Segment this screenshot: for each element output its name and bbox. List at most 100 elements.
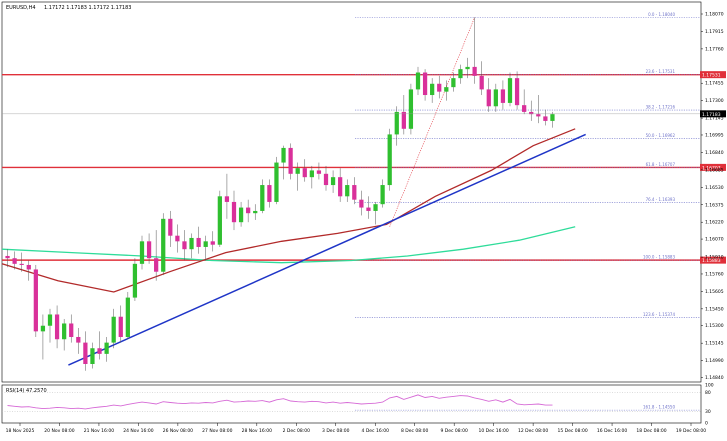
price-tick-label: 1.17455 [705, 81, 724, 87]
candle-body [401, 111, 406, 129]
uptrend-line [68, 133, 586, 366]
candle-body [507, 78, 513, 103]
time-tick-label: 16 Dec 16:00 [597, 428, 627, 434]
candle-body [203, 241, 208, 247]
candle-body [444, 87, 449, 92]
candle-body [182, 241, 187, 250]
current-price-tag [700, 110, 726, 118]
candle-body [33, 269, 38, 332]
rsi-tick-label: 30 [705, 409, 711, 415]
price-tick-label: 1.16685 [705, 167, 724, 173]
candle-body [12, 258, 17, 264]
candle-body [260, 185, 265, 211]
level-price-tag [700, 163, 726, 171]
candle-body [175, 235, 180, 242]
time-tick-label: 3 Dec 08:00 [322, 428, 350, 434]
candle-body [543, 116, 548, 121]
moving-averages [1, 128, 576, 293]
candle-body [40, 325, 46, 332]
fib-level-label: 23.6 - 1.17531 [646, 69, 676, 74]
fib-level-label: 0.0 - 1.18040 [648, 12, 675, 17]
candle-body [373, 204, 378, 211]
candle-body [104, 342, 109, 354]
fib-level-label: 161.8 - 1.14550 [643, 405, 675, 410]
time-tick-label: 8 Dec 08:00 [401, 428, 429, 434]
time-tick-label: 2 Dec 08:00 [283, 428, 311, 434]
time-tick-label: 4 Dec 16:00 [362, 428, 390, 434]
time-tick-label: 15 Dec 08:00 [557, 428, 587, 434]
time-tick-label: 18 Dec 08:00 [636, 428, 666, 434]
candles [5, 17, 555, 371]
rsi-label: RSI(14) 47.2570 [6, 388, 47, 394]
candle-body [97, 348, 102, 354]
price-tick-label: 1.15760 [705, 271, 724, 277]
rsi-tick-label: 0 [705, 421, 708, 427]
candle-body [26, 264, 31, 270]
price-tick-label: 1.14840 [705, 375, 724, 381]
time-tick-label: 12 Dec 08:00 [518, 428, 548, 434]
candle-body [359, 199, 364, 208]
candle-body [146, 241, 152, 259]
level-price-tag [700, 256, 726, 264]
level-price-label: 1.15883 [702, 258, 721, 264]
candle-body [479, 75, 484, 90]
ohlc-readout: 1.17172 1.17183 1.17172 1.17183 [44, 5, 131, 11]
candle-body [246, 207, 251, 214]
fib-level-label: 38.2 - 1.17216 [646, 105, 676, 110]
candle-body [500, 89, 506, 103]
candle-body [168, 218, 173, 236]
candle-body [139, 241, 145, 264]
time-tick-label: 26 Nov 08:00 [163, 428, 193, 434]
time-tick-label: 28 Nov 16:00 [242, 428, 272, 434]
candle-body [302, 168, 307, 178]
rsi-tick-label: 80 [705, 390, 711, 396]
candle-body [69, 323, 74, 337]
candle-body [47, 314, 53, 326]
candle-body [387, 134, 392, 186]
candle-body [536, 114, 541, 117]
candle-body [189, 237, 194, 250]
candle-body [62, 323, 67, 340]
time-tick-label: 27 Nov 08:00 [202, 428, 232, 434]
candle-body [465, 66, 470, 70]
main-panel-frame [1, 1, 702, 383]
fib-level-label: 123.6 - 1.15374 [643, 312, 675, 317]
candle-body [288, 147, 293, 174]
candle-body [274, 162, 279, 202]
candle-body [437, 83, 442, 92]
price-tick-label: 1.16220 [705, 220, 724, 226]
candle-body [217, 196, 222, 245]
candle-body [295, 168, 300, 174]
price-axis: 1.18070 1.17915 1.17760 1.17455 1.17300 1.171… [2, 12, 726, 381]
candle-body [238, 207, 244, 223]
level-price-label: 1.16707 [702, 165, 721, 171]
fib-anchor-line [389, 17, 475, 227]
candle-body [210, 241, 215, 245]
candle-body [422, 72, 428, 96]
candle-body [161, 218, 166, 272]
candle-body [224, 196, 230, 202]
price-tick-label: 1.16530 [705, 185, 724, 191]
price-tick-label: 1.17300 [705, 98, 724, 104]
candle-body [309, 170, 314, 178]
candle-body [493, 89, 498, 107]
candle-body [529, 111, 534, 115]
candle-body [253, 210, 258, 214]
price-tick-label: 1.18070 [705, 12, 724, 18]
candle-body [231, 201, 237, 223]
fib-level-label: 50.0 - 1.16962 [646, 133, 676, 138]
time-tick-label: 21 Nov 16:00 [84, 428, 114, 434]
candle-body [90, 348, 95, 364]
price-tick-label: 1.15450 [705, 306, 724, 312]
fib-level-label: 76.4 - 1.16393 [646, 197, 676, 202]
time-tick-label: 10 Dec 16:00 [479, 428, 509, 434]
candle-body [345, 185, 350, 197]
candle-body [323, 173, 329, 186]
price-tick-label: 1.15300 [705, 323, 724, 329]
price-tick-label: 1.17145 [705, 116, 724, 122]
candle-body [154, 258, 159, 272]
moving-average-green [1, 226, 576, 264]
candle-body [281, 147, 286, 163]
